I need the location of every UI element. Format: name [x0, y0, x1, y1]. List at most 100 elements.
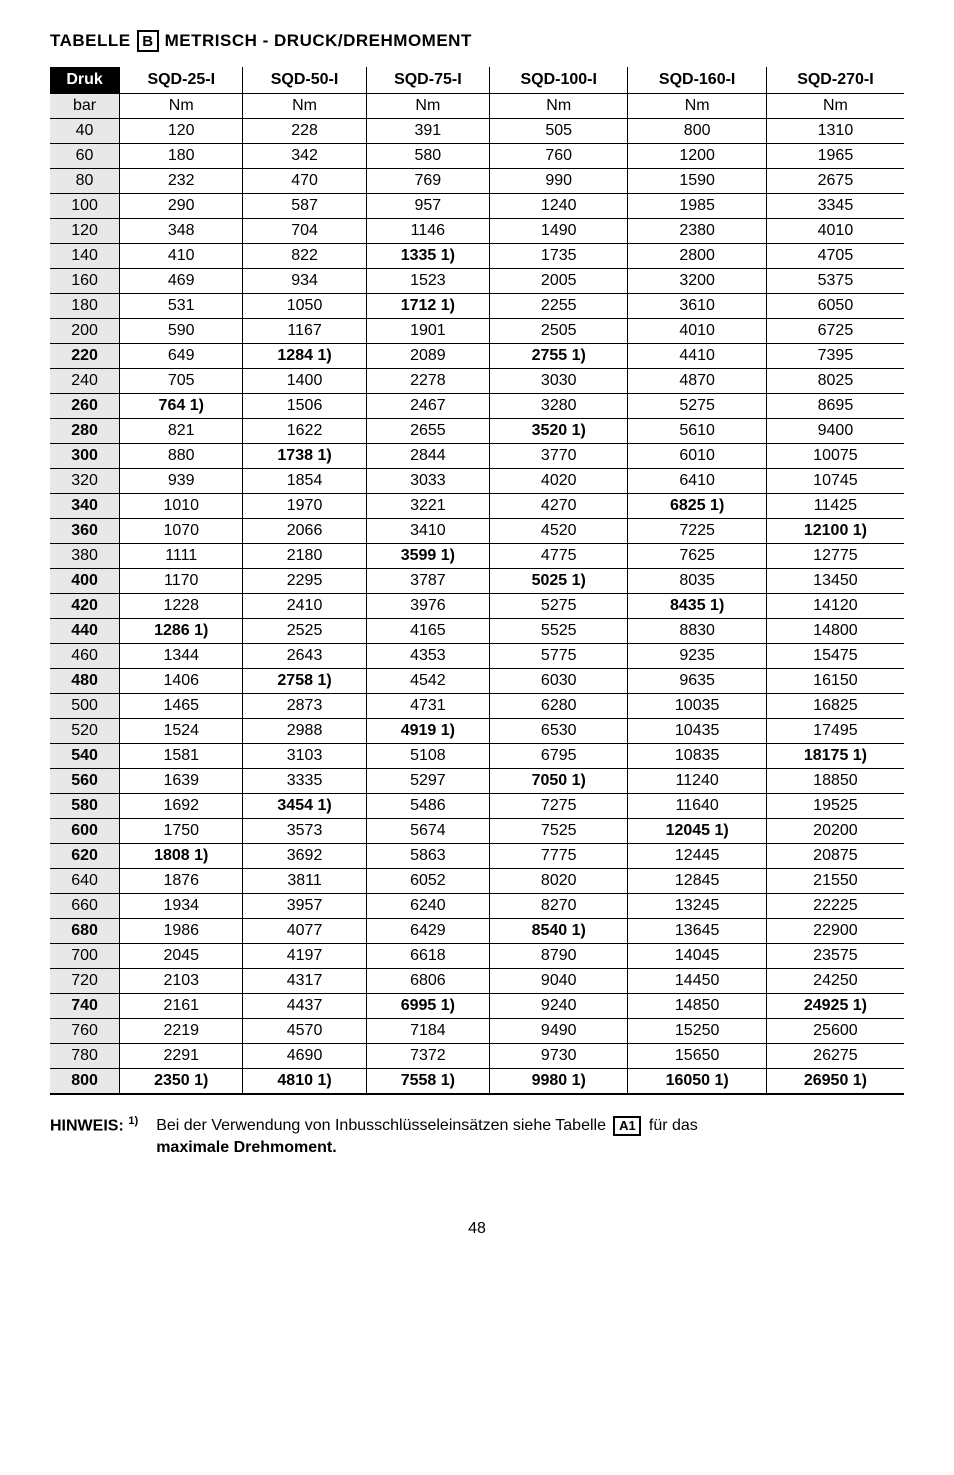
table-cell: 2675: [766, 169, 904, 194]
column-header: SQD-75-I: [366, 67, 489, 94]
table-row: 4601344264343535775923515475: [50, 644, 904, 669]
druk-cell: 640: [50, 869, 120, 894]
table-row: 50014652873473162801003516825: [50, 694, 904, 719]
table-cell: 2066: [243, 519, 366, 544]
table-row: 100290587957124019853345: [50, 194, 904, 219]
table-cell: 2505: [490, 319, 628, 344]
druk-cell: 440: [50, 619, 120, 644]
druk-cell: 280: [50, 419, 120, 444]
table-cell: 8035: [628, 569, 766, 594]
druk-cell: 40: [50, 119, 120, 144]
table-cell: 3520 1): [490, 419, 628, 444]
druk-cell: 460: [50, 644, 120, 669]
table-cell: 4270: [490, 494, 628, 519]
table-cell: 1465: [120, 694, 243, 719]
table-row: 600175035735674752512045 1)20200: [50, 819, 904, 844]
table-cell: 7184: [366, 1019, 489, 1044]
table-cell: 822: [243, 244, 366, 269]
page-title: TABELLE B METRISCH - DRUCK/DREHMOMENT: [50, 30, 904, 52]
table-cell: 3345: [766, 194, 904, 219]
table-row: 48014062758 1)45426030963516150: [50, 669, 904, 694]
table-cell: 24250: [766, 969, 904, 994]
table-cell: 16050 1): [628, 1069, 766, 1095]
table-header-row: DrukSQD-25-ISQD-50-ISQD-75-ISQD-100-ISQD…: [50, 67, 904, 94]
table-cell: 2089: [366, 344, 489, 369]
table-cell: 4353: [366, 644, 489, 669]
page-number: 48: [50, 1220, 904, 1238]
table-cell: 2180: [243, 544, 366, 569]
table-cell: 3410: [366, 519, 489, 544]
druk-cell: 620: [50, 844, 120, 869]
table-cell: 8025: [766, 369, 904, 394]
table-cell: 14850: [628, 994, 766, 1019]
table-cell: 3221: [366, 494, 489, 519]
table-cell: 4520: [490, 519, 628, 544]
table-cell: 3692: [243, 844, 366, 869]
table-cell: 26275: [766, 1044, 904, 1069]
hinweis-label: HINWEIS: 1): [50, 1115, 138, 1160]
table-cell: 25600: [766, 1019, 904, 1044]
table-cell: 3573: [243, 819, 366, 844]
table-cell: 2291: [120, 1044, 243, 1069]
table-row: 3008801738 1)28443770601010075: [50, 444, 904, 469]
table-cell: 4690: [243, 1044, 366, 1069]
table-cell: 21550: [766, 869, 904, 894]
table-cell: 6030: [490, 669, 628, 694]
table-cell: 12045 1): [628, 819, 766, 844]
table-cell: 2643: [243, 644, 366, 669]
table-cell: 3957: [243, 894, 366, 919]
druk-cell: 760: [50, 1019, 120, 1044]
table-cell: 1228: [120, 594, 243, 619]
table-cell: 5863: [366, 844, 489, 869]
druk-cell: 340: [50, 494, 120, 519]
table-cell: 2103: [120, 969, 243, 994]
table-cell: 8435 1): [628, 594, 766, 619]
table-cell: 1986: [120, 919, 243, 944]
title-prefix: TABELLE: [50, 31, 131, 51]
druk-cell: 540: [50, 744, 120, 769]
table-cell: 391: [366, 119, 489, 144]
table-cell: 1506: [243, 394, 366, 419]
table-cell: 1876: [120, 869, 243, 894]
column-header: SQD-160-I: [628, 67, 766, 94]
table-row: 6201808 1)3692586377751244520875: [50, 844, 904, 869]
table-cell: 2410: [243, 594, 366, 619]
table-cell: 1970: [243, 494, 366, 519]
table-cell: 1400: [243, 369, 366, 394]
table-cell: 1965: [766, 144, 904, 169]
druk-cell: 100: [50, 194, 120, 219]
table-cell: 5275: [490, 594, 628, 619]
table-cell: 2467: [366, 394, 489, 419]
table-cell: 1240: [490, 194, 628, 219]
table-cell: 649: [120, 344, 243, 369]
table-cell: 120: [120, 119, 243, 144]
table-cell: 9240: [490, 994, 628, 1019]
title-boxed-letter: B: [137, 30, 159, 52]
table-cell: 4165: [366, 619, 489, 644]
table-cell: 13450: [766, 569, 904, 594]
column-header: SQD-270-I: [766, 67, 904, 94]
table-row: 260764 1)15062467328052758695: [50, 394, 904, 419]
table-cell: 469: [120, 269, 243, 294]
table-cell: 9980 1): [490, 1069, 628, 1095]
table-cell: 6410: [628, 469, 766, 494]
druk-cell: 520: [50, 719, 120, 744]
table-cell: 8270: [490, 894, 628, 919]
table-row: 1604699341523200532005375: [50, 269, 904, 294]
table-row: 280821162226553520 1)56109400: [50, 419, 904, 444]
table-cell: 228: [243, 119, 366, 144]
table-cell: 13245: [628, 894, 766, 919]
druk-cell: 360: [50, 519, 120, 544]
table-cell: 6995 1): [366, 994, 489, 1019]
table-cell: 1639: [120, 769, 243, 794]
table-row: 66019343957624082701324522225: [50, 894, 904, 919]
table-cell: 2800: [628, 244, 766, 269]
table-cell: 342: [243, 144, 366, 169]
table-cell: 1590: [628, 169, 766, 194]
druk-cell: 380: [50, 544, 120, 569]
table-cell: 8695: [766, 394, 904, 419]
table-cell: 232: [120, 169, 243, 194]
table-cell: 4810 1): [243, 1069, 366, 1095]
table-cell: 7050 1): [490, 769, 628, 794]
table-cell: 587: [243, 194, 366, 219]
